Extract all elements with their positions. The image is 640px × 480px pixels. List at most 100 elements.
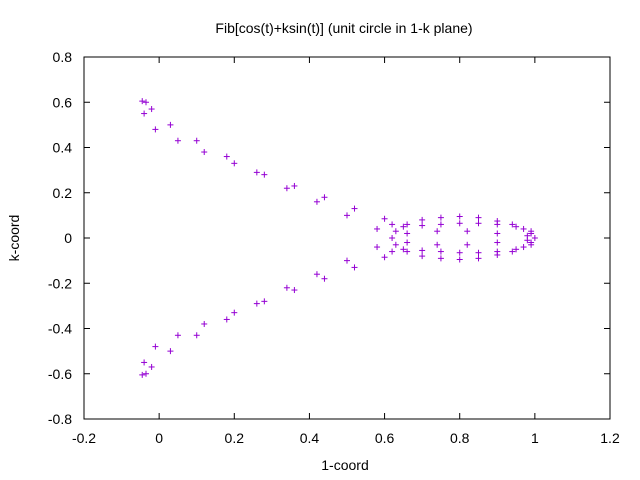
data-point bbox=[167, 348, 174, 355]
data-point bbox=[531, 235, 538, 241]
data-point bbox=[174, 137, 181, 144]
data-point bbox=[381, 254, 388, 261]
data-point bbox=[389, 221, 396, 228]
data-point bbox=[139, 371, 146, 378]
data-point bbox=[419, 222, 426, 229]
data-point bbox=[223, 153, 230, 160]
data-point bbox=[456, 213, 463, 220]
data-point bbox=[528, 241, 535, 248]
plot-frame bbox=[83, 56, 611, 420]
data-point bbox=[456, 220, 463, 227]
data-point bbox=[494, 221, 501, 228]
x-tick-label: 0.6 bbox=[375, 430, 395, 446]
data-point bbox=[231, 160, 238, 167]
data-point bbox=[141, 359, 148, 366]
data-point bbox=[404, 221, 411, 228]
data-point bbox=[253, 300, 260, 307]
data-point bbox=[494, 248, 501, 255]
y-tick-label: 0.4 bbox=[53, 140, 73, 156]
y-tick-label: 0 bbox=[64, 230, 72, 246]
data-point bbox=[494, 230, 501, 237]
data-point bbox=[437, 255, 444, 262]
data-point bbox=[142, 99, 149, 106]
data-point bbox=[464, 241, 471, 248]
data-point bbox=[520, 244, 527, 251]
data-point bbox=[381, 215, 388, 222]
data-point bbox=[313, 271, 320, 278]
data-point bbox=[253, 169, 260, 176]
x-tick-label: 0.4 bbox=[300, 430, 320, 446]
data-point bbox=[434, 228, 441, 235]
chart-title: Fib[cos(t)+ksin(t)] (unit circle in 1-k … bbox=[215, 20, 472, 36]
data-point bbox=[389, 235, 396, 241]
data-point bbox=[344, 257, 350, 264]
data-point bbox=[475, 220, 482, 227]
data-point bbox=[261, 171, 268, 178]
data-point bbox=[148, 106, 155, 113]
x-tick-label: 1.2 bbox=[600, 430, 620, 446]
data-point bbox=[437, 248, 444, 255]
data-point bbox=[520, 225, 527, 232]
data-point bbox=[193, 332, 200, 339]
data-point bbox=[509, 221, 516, 228]
data-point bbox=[351, 264, 358, 271]
data-point bbox=[152, 343, 159, 350]
data-point bbox=[437, 214, 444, 221]
axis-ticks: -0.2 0 0.2 0.4 0.6 0.8 1 1.2 -0.8 -0.6 -0.4 -0.2 0 0.… bbox=[48, 49, 620, 446]
data-point bbox=[456, 256, 463, 263]
x-tick-label: 0.2 bbox=[225, 430, 245, 446]
y-tick-label: -0.2 bbox=[48, 275, 72, 291]
data-point bbox=[392, 228, 399, 235]
data-point bbox=[231, 309, 238, 316]
y-tick-label: -0.6 bbox=[48, 366, 72, 382]
x-tick-label: 0.8 bbox=[450, 430, 470, 446]
data-point bbox=[475, 249, 482, 256]
data-point bbox=[201, 149, 208, 156]
data-point bbox=[392, 241, 399, 248]
x-tick-label: 1 bbox=[531, 430, 539, 446]
y-tick-label: -0.8 bbox=[48, 411, 72, 427]
data-point bbox=[434, 241, 441, 248]
y-axis-title: k-coord bbox=[6, 215, 22, 262]
data-point bbox=[139, 98, 146, 105]
data-point bbox=[374, 244, 381, 251]
data-point bbox=[475, 214, 482, 221]
data-point bbox=[419, 253, 426, 260]
data-point bbox=[321, 194, 328, 201]
data-point bbox=[261, 298, 268, 305]
data-point bbox=[223, 316, 230, 323]
data-point bbox=[313, 198, 320, 205]
data-point bbox=[283, 284, 290, 291]
x-tick-label: 0 bbox=[155, 430, 163, 446]
data-point bbox=[389, 248, 396, 255]
data-points bbox=[139, 98, 538, 378]
data-point bbox=[167, 121, 174, 128]
data-point bbox=[400, 223, 407, 230]
y-tick-label: 0.6 bbox=[53, 94, 73, 110]
data-point bbox=[509, 248, 516, 255]
x-tick-label: -0.2 bbox=[72, 430, 96, 446]
data-point bbox=[528, 228, 535, 235]
data-point bbox=[374, 225, 381, 232]
data-point bbox=[142, 370, 149, 377]
y-tick-label: 0.2 bbox=[53, 185, 73, 201]
data-point bbox=[201, 320, 208, 327]
data-point bbox=[475, 255, 482, 262]
data-point bbox=[193, 137, 200, 144]
data-point bbox=[404, 230, 411, 237]
data-point bbox=[419, 247, 426, 254]
data-point bbox=[344, 212, 350, 219]
data-point bbox=[283, 185, 290, 192]
data-point bbox=[152, 126, 159, 133]
data-point bbox=[464, 228, 471, 235]
data-point bbox=[141, 110, 148, 117]
data-point bbox=[351, 205, 358, 212]
data-point bbox=[419, 216, 426, 223]
data-point bbox=[291, 287, 298, 294]
data-point bbox=[404, 239, 411, 246]
data-point bbox=[174, 332, 181, 339]
data-point bbox=[404, 248, 411, 255]
data-point bbox=[524, 237, 531, 244]
y-tick-label: 0.8 bbox=[53, 49, 73, 65]
